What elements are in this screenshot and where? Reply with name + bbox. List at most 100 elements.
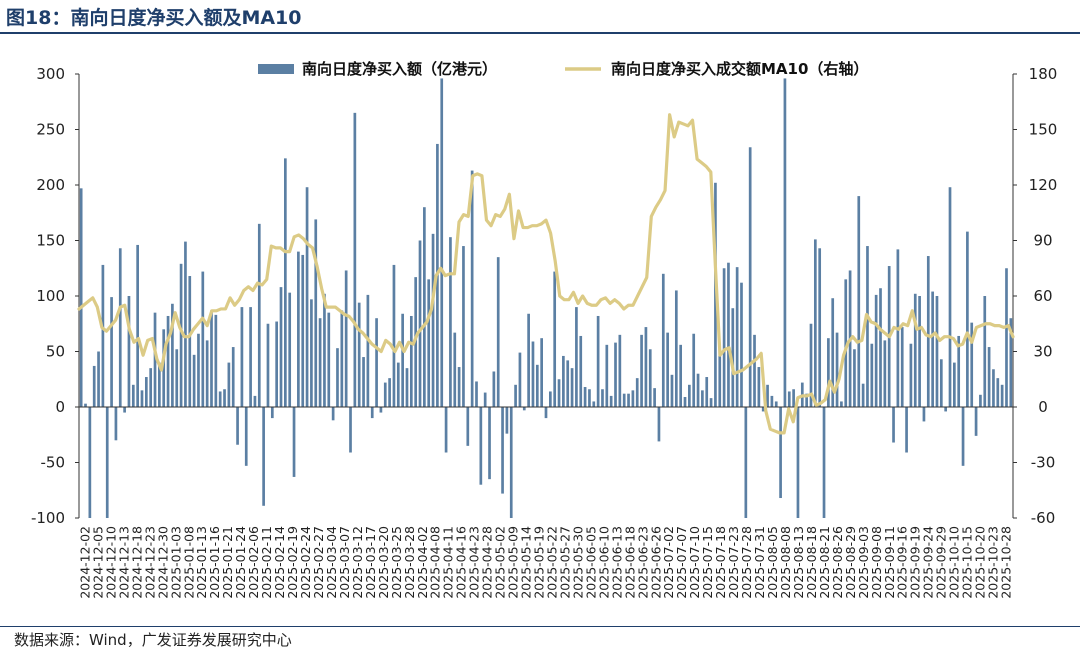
bar xyxy=(340,310,344,407)
bar xyxy=(592,401,596,407)
bar xyxy=(162,329,166,407)
bar xyxy=(588,389,591,407)
bar xyxy=(596,315,600,407)
bar xyxy=(427,279,431,407)
bar xyxy=(171,303,174,407)
title-divider xyxy=(0,32,1080,34)
bar xyxy=(609,395,613,407)
x-tick-label: 2025-03-25 xyxy=(389,526,404,599)
bar xyxy=(601,389,604,407)
bar xyxy=(479,407,483,485)
bar xyxy=(353,112,357,407)
bar xyxy=(926,256,930,407)
right-tick-label: 120 xyxy=(1029,176,1058,194)
bar xyxy=(948,187,952,407)
bar xyxy=(79,188,83,407)
bar xyxy=(900,327,904,407)
bar xyxy=(674,290,678,407)
bar xyxy=(440,78,444,407)
bar xyxy=(731,308,735,407)
axes: -100 -50 0 50 100 150 200 250 300 -60 -30 0 30 60 90 12… xyxy=(31,65,1057,599)
bar xyxy=(227,362,231,407)
bar xyxy=(492,371,496,407)
legend-label-line: 南向日度净买入成交额MA10（右轴） xyxy=(611,60,868,78)
bar xyxy=(892,407,895,443)
bar xyxy=(153,312,157,407)
bar xyxy=(787,391,791,407)
bar xyxy=(883,340,887,407)
bar xyxy=(635,378,639,407)
bar xyxy=(383,382,387,407)
x-tick-label: 2025-01-21 xyxy=(220,526,235,599)
x-tick-label: 2025-03-28 xyxy=(402,526,417,599)
x-tick-label: 2025-08-26 xyxy=(830,526,845,599)
x-tick-label: 2025-02-24 xyxy=(298,526,313,599)
bar xyxy=(605,344,609,407)
left-tick-label: -100 xyxy=(31,509,65,527)
x-tick-label: 2025-05-30 xyxy=(570,526,585,599)
bar xyxy=(535,364,539,407)
bar xyxy=(796,407,800,518)
bar xyxy=(401,313,404,407)
bar xyxy=(405,368,409,407)
x-tick-label: 2025-01-24 xyxy=(233,526,248,599)
bar xyxy=(853,349,856,407)
bar xyxy=(97,351,100,407)
x-tick-label: 2025-06-13 xyxy=(609,526,624,599)
bar xyxy=(288,292,292,407)
x-tick-label: 2025-08-29 xyxy=(843,526,858,599)
x-tick-label: 2025-04-28 xyxy=(480,526,495,599)
x-tick-label: 2024-12-02 xyxy=(77,526,92,599)
x-tick-label: 2025-09-29 xyxy=(934,526,949,599)
bar xyxy=(983,296,987,407)
bar xyxy=(840,401,843,407)
bar xyxy=(409,315,413,407)
left-tick-label: 300 xyxy=(36,65,65,83)
right-tick-label: 0 xyxy=(1038,398,1048,416)
bar xyxy=(240,307,244,407)
bar xyxy=(123,407,126,413)
bar xyxy=(631,390,635,407)
bar xyxy=(540,338,543,407)
bar xyxy=(696,373,700,407)
bar xyxy=(505,407,509,434)
chart-title: 图18：南向日度净买入额及MA10 xyxy=(6,7,302,29)
bar xyxy=(279,287,283,407)
bar xyxy=(509,407,513,518)
x-tick-label: 2024-12-23 xyxy=(142,526,157,599)
x-tick-label: 2025-10-15 xyxy=(960,526,975,599)
bar xyxy=(966,231,969,407)
bar xyxy=(640,334,643,407)
bar xyxy=(214,314,218,407)
bar xyxy=(974,407,978,436)
bar xyxy=(396,362,400,407)
x-tick-label: 2025-06-26 xyxy=(648,526,663,599)
x-tick-label: 2025-07-10 xyxy=(687,526,702,599)
bar xyxy=(522,407,526,411)
x-tick-label: 2025-08-05 xyxy=(765,526,780,599)
bar xyxy=(514,384,517,407)
x-tick-label: 2025-04-23 xyxy=(467,526,482,599)
bar xyxy=(423,207,426,407)
bar xyxy=(527,313,530,407)
bar xyxy=(531,341,535,407)
x-tick-label: 2025-09-11 xyxy=(882,526,897,599)
legend-swatch-bar xyxy=(258,64,294,74)
bar xyxy=(101,264,105,407)
bar xyxy=(292,407,296,477)
bar xyxy=(105,407,109,518)
bar xyxy=(349,407,352,453)
x-tick-label: 2025-05-02 xyxy=(493,526,508,599)
bar xyxy=(544,407,548,419)
bar xyxy=(310,299,313,407)
x-tick-label: 2025-08-08 xyxy=(778,526,793,599)
bar xyxy=(1009,318,1013,407)
bar xyxy=(779,407,782,499)
bar xyxy=(210,310,213,407)
bar xyxy=(205,340,209,407)
bar xyxy=(192,354,196,407)
right-tick-label: -30 xyxy=(1031,454,1056,472)
bar xyxy=(922,407,926,422)
x-tick-label: 2025-03-04 xyxy=(324,526,339,599)
bar xyxy=(753,334,756,407)
